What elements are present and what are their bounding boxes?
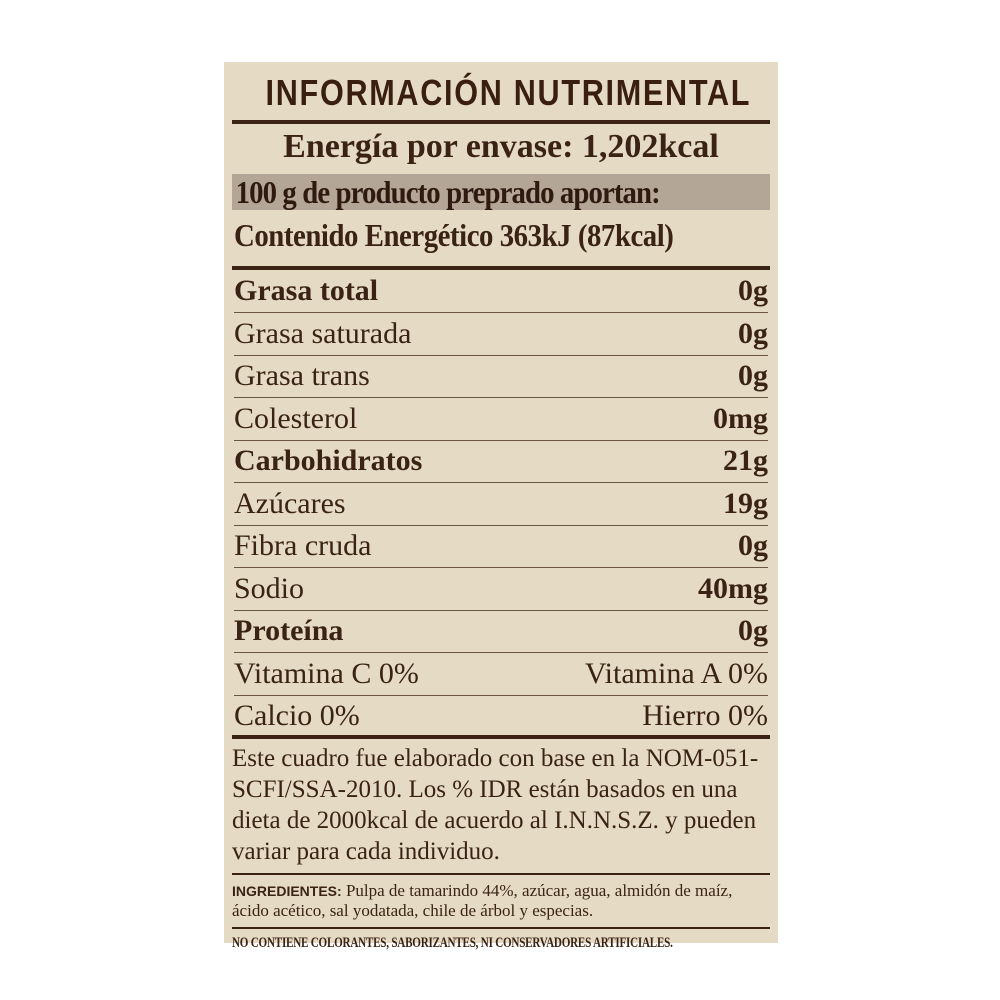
nutrient-label: Colesterol — [234, 401, 358, 435]
disclaimer-note: Este cuadro fue elaborado con base en la… — [232, 739, 770, 875]
nutrient-row: Grasa total 0g — [234, 270, 768, 313]
nutrient-label: Fibra cruda — [234, 529, 372, 562]
serving-header: 100 g de producto preprado aportan: — [235, 174, 661, 210]
label-title: INFORMACIÓN NUTRIMENTAL — [265, 72, 752, 113]
footer-notice: NO CONTIENE COLORANTES, SABORIZANTES, NI… — [232, 935, 673, 951]
ingredients-text: Pulpa de tamarindo 44%, azúcar, agua, al… — [232, 881, 733, 920]
vitamin-row: Calcio 0% Hierro 0% — [234, 695, 768, 737]
divider — [232, 120, 770, 124]
nutrient-row: Azúcares 19g — [234, 483, 768, 526]
vitamin-row: Vitamina C 0% Vitamina A 0% — [234, 653, 768, 696]
energy-per-package: Energía por envase: 1,202kcal — [283, 128, 719, 165]
nutrition-label: INFORMACIÓN NUTRIMENTAL Energía por enva… — [224, 62, 778, 951]
vitamin-right: Hierro 0% — [642, 699, 768, 732]
nutrient-value: 0g — [738, 529, 768, 562]
nutrient-value: 0g — [738, 614, 768, 647]
nutrient-value: 21g — [723, 444, 768, 477]
nutrient-row: Sodio 40mg — [234, 568, 768, 611]
nutrient-label: Carbohidratos — [234, 444, 423, 477]
nutrient-label: Grasa total — [234, 274, 379, 307]
nutrient-value: 0g — [738, 316, 768, 350]
serving-header-band: 100 g de producto preprado aportan: — [232, 174, 770, 210]
nutrient-row: Colesterol 0mg — [234, 398, 768, 441]
nutrient-row: Carbohidratos 21g — [234, 440, 768, 483]
nutrient-label: Sodio — [234, 571, 305, 605]
energy-content-row: Contenido Energético 363kJ (87kcal) — [234, 217, 768, 254]
nutrient-value: 0g — [738, 359, 768, 392]
ingredients: INGREDIENTES: Pulpa de tamarindo 44%, az… — [232, 875, 770, 929]
nutrient-value: 40mg — [698, 571, 768, 605]
nutrient-row: Grasa trans 0g — [234, 355, 768, 398]
nutrient-label: Proteína — [234, 614, 344, 647]
vitamin-left: Vitamina C 0% — [234, 656, 419, 690]
label-bottom-section: Este cuadro fue elaborado con base en la… — [232, 735, 770, 959]
nutrient-row: Proteína 0g — [234, 610, 768, 653]
nutrient-label: Grasa saturada — [234, 316, 412, 350]
ingredients-label: INGREDIENTES: — [232, 883, 342, 899]
footer-notice-row: NO CONTIENE COLORANTES, SABORIZANTES, NI… — [232, 929, 770, 959]
nutrient-row: Grasa saturada 0g — [234, 313, 768, 356]
nutrient-value: 19g — [723, 486, 768, 520]
nutrient-row: Fibra cruda 0g — [234, 525, 768, 568]
nutrient-label: Azúcares — [234, 486, 346, 520]
divider — [232, 266, 770, 270]
nutrient-value: 0g — [738, 274, 768, 307]
energy-content: Contenido Energético 363kJ (87kcal) — [234, 217, 674, 253]
nutrient-label: Grasa trans — [234, 359, 370, 392]
nutrient-value: 0mg — [713, 401, 768, 435]
vitamin-right: Vitamina A 0% — [584, 656, 768, 690]
vitamin-left: Calcio 0% — [234, 699, 360, 732]
